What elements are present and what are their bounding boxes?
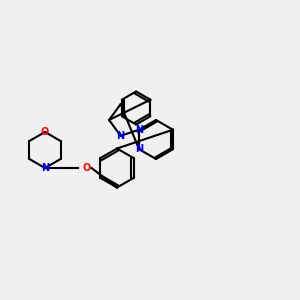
Text: N: N xyxy=(135,144,143,154)
Text: N: N xyxy=(116,131,124,141)
Text: N: N xyxy=(135,125,143,135)
Text: O: O xyxy=(41,127,49,137)
Text: N: N xyxy=(41,163,49,173)
Text: O: O xyxy=(83,163,91,173)
